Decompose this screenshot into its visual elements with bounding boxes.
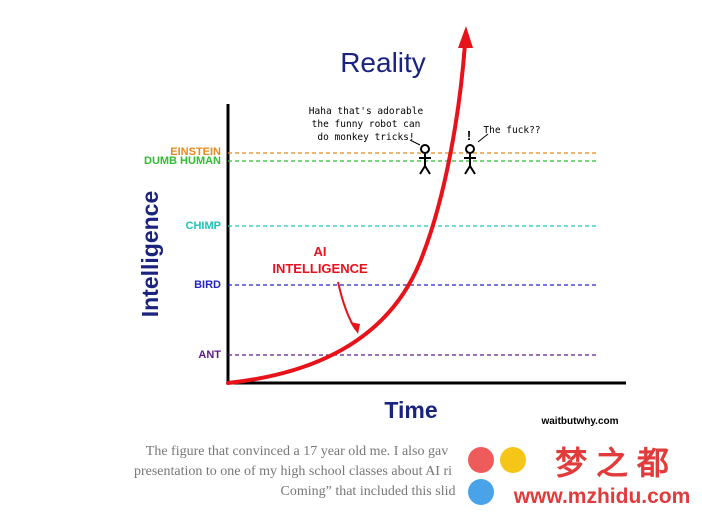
title: Reality xyxy=(340,47,426,78)
curve-label: AI xyxy=(314,244,327,259)
speech-pointer xyxy=(477,133,489,143)
caption-line: The figure that convinced a 17 year old … xyxy=(146,444,448,459)
level-label: DUMB HUMAN xyxy=(144,155,221,167)
credit: waitbutwhy.com xyxy=(540,416,618,427)
watermark-icon xyxy=(468,447,494,473)
caption-line: presentation to one of my high school cl… xyxy=(134,464,452,479)
watermark-name: 梦 之 都 xyxy=(555,445,669,481)
watermark-icon xyxy=(468,479,494,505)
watermark-icon xyxy=(500,447,526,473)
label-arrowhead xyxy=(350,322,360,334)
curve-label: INTELLIGENCE xyxy=(272,261,368,276)
watermark-url: www.mzhidu.com xyxy=(513,485,691,508)
exclaim: ! xyxy=(467,128,471,143)
caption-line: Coming” that included this slid xyxy=(281,484,456,499)
speech-text: do monkey tricks! xyxy=(317,132,414,143)
y-axis-label: Intelligence xyxy=(137,191,163,318)
watermark: 梦 之 都 www.mzhidu.com xyxy=(468,445,690,508)
speech-text: the funny robot can xyxy=(312,119,421,130)
level-label: EINSTEIN xyxy=(170,146,221,158)
speech-pointer xyxy=(409,139,421,146)
stick-figure xyxy=(419,144,431,175)
arrowhead xyxy=(458,26,473,48)
x-axis-label: Time xyxy=(384,397,437,423)
level-label: CHIMP xyxy=(186,220,221,232)
speech-text: The fuck?? xyxy=(483,125,540,136)
speech-text: Haha that's adorable xyxy=(309,106,424,117)
stick-figure xyxy=(464,144,476,175)
level-label: ANT xyxy=(198,349,221,361)
level-label: BIRD xyxy=(194,279,221,291)
ai-curve xyxy=(226,42,467,385)
